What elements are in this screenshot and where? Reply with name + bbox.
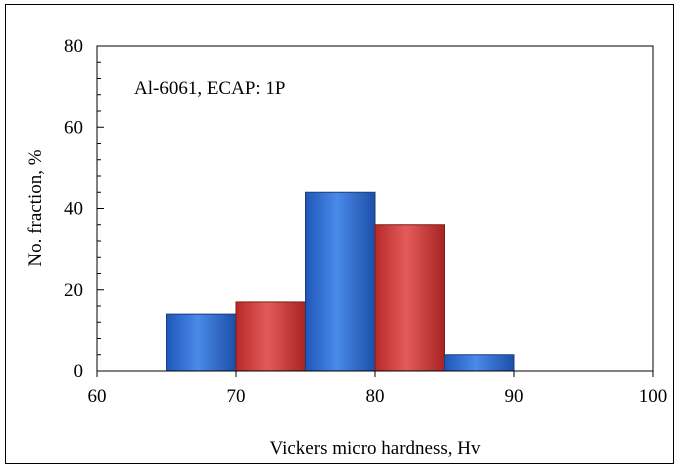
x-axis-label: Vickers micro hardness, Hv — [270, 438, 481, 459]
y-tick-label: 80 — [64, 36, 83, 57]
y-tick-label: 40 — [64, 199, 83, 220]
y-tick-label: 20 — [64, 280, 83, 301]
y-tick-label: 60 — [64, 117, 83, 138]
bars-group — [166, 191, 515, 372]
x-tick-label: 60 — [88, 386, 107, 407]
bar-85-90 — [444, 354, 515, 372]
x-tick-label: 70 — [227, 386, 246, 407]
y-axis-label: No. fraction, % — [25, 149, 46, 266]
y-tick-label: 0 — [74, 361, 84, 382]
x-axis-ticks: 60 70 80 90 100 — [88, 371, 668, 407]
x-tick-label: 90 — [505, 386, 524, 407]
bar-65-70 — [166, 313, 237, 372]
y-axis-ticks: 0 20 40 60 80 — [64, 36, 104, 382]
x-tick-label: 80 — [366, 386, 385, 407]
bar-80-85 — [374, 224, 445, 372]
bar-75-80 — [305, 191, 376, 372]
chart-annotation: Al-6061, ECAP: 1P — [134, 78, 286, 99]
bar-70-75 — [235, 301, 306, 372]
x-tick-label: 100 — [639, 386, 668, 407]
